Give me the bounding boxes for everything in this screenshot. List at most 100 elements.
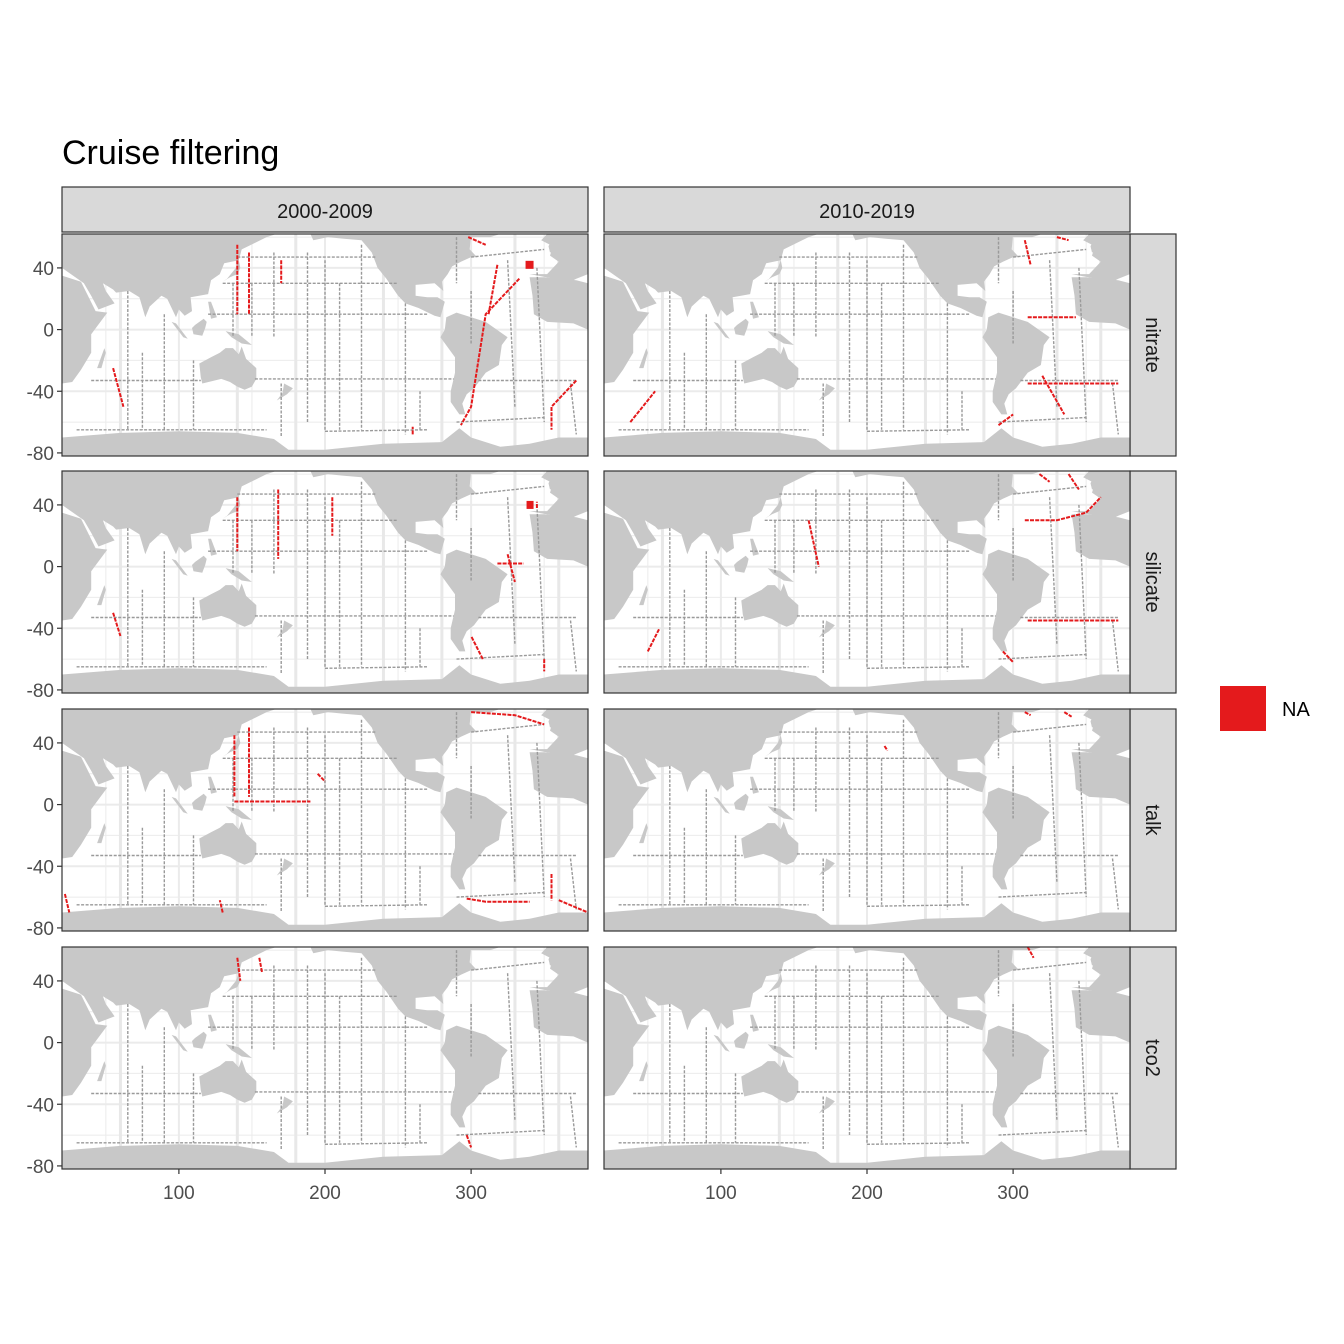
flagged-segment [997,413,1014,427]
land-greenland [1010,471,1043,475]
x-tick-label: 300 [455,1183,487,1204]
land-japan [222,735,241,757]
land-madagascar [97,823,106,844]
cruise-track [324,666,428,669]
x-tick-label: 200 [309,1183,341,1204]
land-africa-west [1071,514,1130,567]
panel-border [61,233,589,457]
flagged-segment [1026,947,1035,959]
cruise-track [471,248,545,258]
land-new-zealand [818,1096,835,1114]
panel-border [603,233,1131,457]
land-sumatra [171,321,188,339]
land-greenland [468,471,501,475]
land-new-guinea [767,1044,794,1058]
land-north-america [310,471,477,555]
land-borneo [734,1031,749,1049]
x-tick-label: 200 [851,1183,883,1204]
land-north-america [852,709,1019,793]
land-south-america [440,549,508,652]
land-africa-west [529,990,588,1043]
y-tick-label: -40 [27,382,54,403]
panel-border [61,708,589,932]
land-new-guinea [225,806,252,820]
y-tick-label: 40 [33,496,54,517]
land-borneo [734,555,749,573]
y-tick-label: 0 [43,558,54,579]
y-tick-label: 40 [33,259,54,280]
row-strip-3: tco2 [1129,946,1177,1170]
cruise-track [536,267,545,423]
cruise-track [998,653,1087,660]
land-sumatra [713,796,730,814]
land-uk [548,240,556,253]
flagged-segment [1002,650,1014,663]
land-uk [548,953,556,966]
land-australia [741,346,799,390]
land-eurasia [62,234,296,318]
flagged-segment [1038,473,1051,483]
land-africa-west [1071,752,1130,805]
y-tick-label: 0 [43,321,54,342]
land-new-guinea [225,331,252,345]
flagged-segment [550,379,578,430]
cruise-track [506,973,516,1120]
land-africa [604,275,650,384]
land-south-america [440,787,508,890]
flagged-segment [646,627,661,652]
land-australia [741,1059,799,1103]
map-panel-tco2-0 [61,946,589,1170]
land-eurasia [604,947,838,1031]
flagged-segment [1041,375,1066,415]
land-antarctica [62,665,588,693]
land-australia [741,821,799,865]
land-australia [741,583,799,627]
cruise-track [1078,504,1087,660]
land-eurasia [62,471,296,555]
cruise-track [1078,742,1087,898]
flagged-segment [883,745,889,752]
land-antarctica [62,428,588,456]
land-eurasia [604,234,838,318]
land-uk [548,715,556,728]
cruise-track [1048,973,1058,1120]
land-north-america [852,471,1019,555]
land-madagascar [639,1061,648,1082]
map-panel-silicate-0 [61,470,589,694]
cruise-track [569,383,577,435]
land-japan [764,497,783,519]
map-panel-nitrate-1 [603,233,1131,457]
cruise-track [569,858,577,910]
land-sumatra [713,1034,730,1052]
map-panels [61,233,1131,1170]
cruise-track [536,504,545,660]
land-africa-west [1071,990,1130,1043]
land-australia [199,1059,257,1103]
land-japan [764,973,783,995]
land-antarctica [604,428,1130,456]
land-greenland [468,709,501,713]
y-tick-label: 0 [43,1034,54,1055]
row-strip-2: talk [1129,708,1177,932]
land-south-america [982,549,1050,652]
land-north-america [310,709,477,793]
land-australia [199,346,257,390]
map-panel-silicate-1 [603,470,1131,694]
cruise-track [471,961,545,971]
cruise-track [456,891,545,898]
land-antarctica [604,903,1130,931]
land-north-america [852,234,1019,318]
y-tick-label: -40 [27,857,54,878]
flagged-segment [258,957,264,974]
land-africa [62,512,108,621]
land-japan [764,735,783,757]
cruise-track [1048,497,1058,644]
flagged-segment [460,278,521,426]
land-uk [1090,953,1098,966]
map-panel-talk-0 [61,708,589,932]
land-borneo [192,793,207,811]
land-new-guinea [767,331,794,345]
legend-key-na [1220,686,1266,731]
y-tick-label: -40 [27,619,54,640]
land-north-america [852,947,1019,1031]
